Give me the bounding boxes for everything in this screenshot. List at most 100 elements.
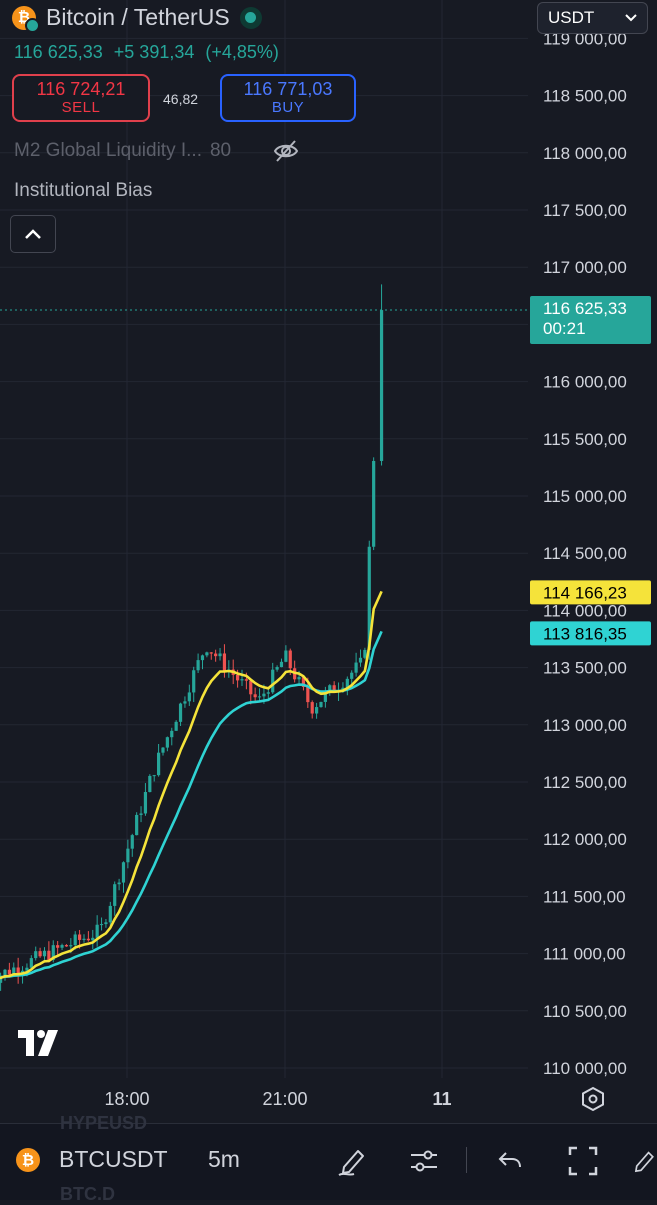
undo-button[interactable] <box>492 1143 528 1179</box>
price-tick-label: 116 000,00 <box>543 373 627 392</box>
time-tick-label: 18:00 <box>104 1089 149 1109</box>
indicator-institutional-bias[interactable]: Institutional Bias <box>14 180 153 201</box>
candle-body <box>379 310 384 461</box>
candle-body <box>42 950 47 957</box>
candle-body <box>306 686 310 703</box>
fullscreen-button[interactable] <box>565 1143 601 1179</box>
candle-body <box>328 685 332 692</box>
ema-fast-label: 114 166,23 <box>543 583 627 602</box>
candle-body <box>47 950 51 960</box>
currency-value: USDT <box>548 8 595 27</box>
candle-body <box>60 945 64 948</box>
price-tick-label: 110 500,00 <box>543 1002 627 1021</box>
candle-body <box>174 721 178 731</box>
buy-label: BUY <box>271 99 305 116</box>
last-price-label: 00:21 <box>543 319 586 338</box>
candle-body <box>192 670 196 693</box>
eye-off-icon[interactable] <box>272 137 300 165</box>
price-chart[interactable]: 119 000,00 118 500,00 118 000,00 117 500,00… <box>0 0 657 1123</box>
candle-body <box>78 934 82 940</box>
candle-body <box>152 775 156 777</box>
fullscreen-icon <box>568 1146 598 1176</box>
indicators-settings-button[interactable] <box>406 1143 442 1179</box>
sell-button[interactable]: 116 724,21 SELL <box>12 74 150 122</box>
bitcoin-icon: ₿ <box>16 1148 40 1172</box>
pen-icon <box>338 1150 364 1176</box>
candle-body <box>108 905 112 923</box>
candle-body <box>130 835 134 849</box>
candle-body <box>183 701 187 704</box>
candle-body <box>205 652 209 656</box>
market-open-icon <box>239 6 262 29</box>
ghost-symbol-above: HYPEUSD <box>60 1113 148 1133</box>
spread-value: 46,82 <box>163 91 199 107</box>
more-tools-button[interactable] <box>630 1143 657 1179</box>
candle-body <box>266 692 270 694</box>
drawing-tools-button[interactable] <box>334 1143 370 1179</box>
candle-body <box>249 680 253 695</box>
candle-body <box>99 924 104 926</box>
candle-body <box>200 655 205 661</box>
price-tick-label: 119 000,00 <box>543 29 627 48</box>
candle-body <box>284 650 288 662</box>
price-tick-label: 111 500,00 <box>543 887 626 906</box>
candle-body <box>240 679 244 681</box>
undo-icon <box>498 1152 521 1168</box>
candle-body <box>0 975 3 983</box>
price-change-pct: (+4,85%) <box>205 42 279 62</box>
candle-body <box>69 945 73 947</box>
candle-body <box>178 703 183 722</box>
collapse-indicators-button[interactable] <box>10 215 56 253</box>
symbol-title: Bitcoin / TetherUS <box>46 4 230 30</box>
candle-body <box>372 460 376 547</box>
candle-body <box>288 650 292 669</box>
candle-body <box>170 730 174 738</box>
candle-body <box>209 652 213 654</box>
candle-body <box>29 958 33 968</box>
ema-fast-line <box>0 590 383 980</box>
candle-body <box>64 945 69 947</box>
price-change: +5 391,34 <box>113 42 195 62</box>
currency-select[interactable]: USDT <box>537 2 648 34</box>
candle-body <box>82 938 86 940</box>
sell-price: 116 724,21 <box>36 79 126 99</box>
candle-body <box>367 546 371 650</box>
time-tick-label: 21:00 <box>262 1089 307 1109</box>
candle-body <box>165 737 169 748</box>
candle-body <box>25 967 29 971</box>
price-tick-label: 114 500,00 <box>543 544 627 563</box>
price-tick-label: 111 000,00 <box>543 945 626 964</box>
buy-button[interactable]: 116 771,03 BUY <box>220 74 356 122</box>
candle-body <box>279 661 284 668</box>
candle-body <box>358 657 363 663</box>
candle-body <box>121 862 126 883</box>
symbol-button[interactable]: BTCUSDT <box>59 1146 168 1172</box>
price-tick-label: 117 500,00 <box>543 201 627 220</box>
candle-body <box>214 653 218 657</box>
candle-body <box>345 678 349 688</box>
candle-body <box>86 938 90 941</box>
time-tick-label: 11 <box>432 1089 451 1109</box>
symbol-header[interactable]: ₿ Bitcoin / TetherUS <box>12 4 262 33</box>
candle-body <box>257 696 262 698</box>
candle-body <box>34 951 38 959</box>
ghost-symbol-below: BTC.D <box>60 1184 115 1204</box>
candle-body <box>187 692 191 702</box>
price-tick-label: 118 000,00 <box>543 144 627 163</box>
candle-body <box>38 951 42 957</box>
bottom-toolbar <box>0 1123 657 1200</box>
candle-body <box>341 687 345 690</box>
indicator-m2-liquidity[interactable]: M2 Global Liquidity I... 80 <box>14 140 231 162</box>
candle-body <box>95 924 99 938</box>
candle-body <box>275 667 279 670</box>
candle-body <box>7 969 11 975</box>
price-tick-label: 112 500,00 <box>543 773 627 792</box>
interval-button[interactable]: 5m <box>208 1146 240 1172</box>
toolbar-divider <box>466 1147 467 1173</box>
price-tick-label: 110 000,00 <box>543 1059 627 1078</box>
price-tick-label: 114 000,00 <box>543 601 627 620</box>
candle-body <box>91 937 95 941</box>
candle-body <box>143 792 148 814</box>
candle-body <box>51 945 55 960</box>
candle-body <box>297 677 301 680</box>
